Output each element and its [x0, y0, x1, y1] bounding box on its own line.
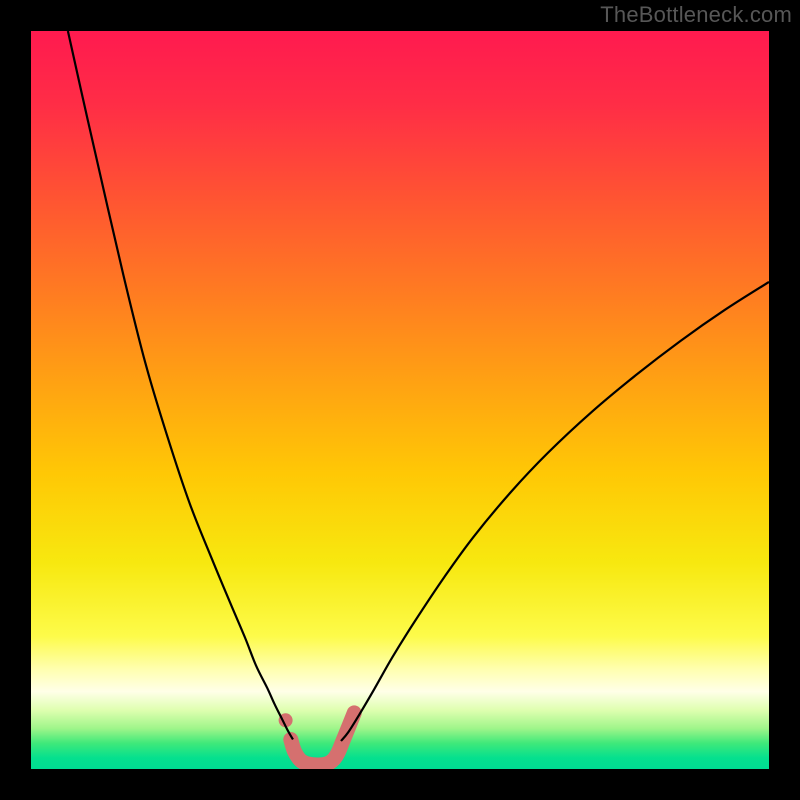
curve-layer	[0, 0, 800, 800]
bottleneck-curve-right	[341, 282, 769, 741]
valley-highlight	[291, 713, 354, 765]
bottleneck-chart: TheBottleneck.com	[0, 0, 800, 800]
watermark-label: TheBottleneck.com	[600, 2, 792, 28]
bottleneck-curve-left	[68, 31, 293, 739]
